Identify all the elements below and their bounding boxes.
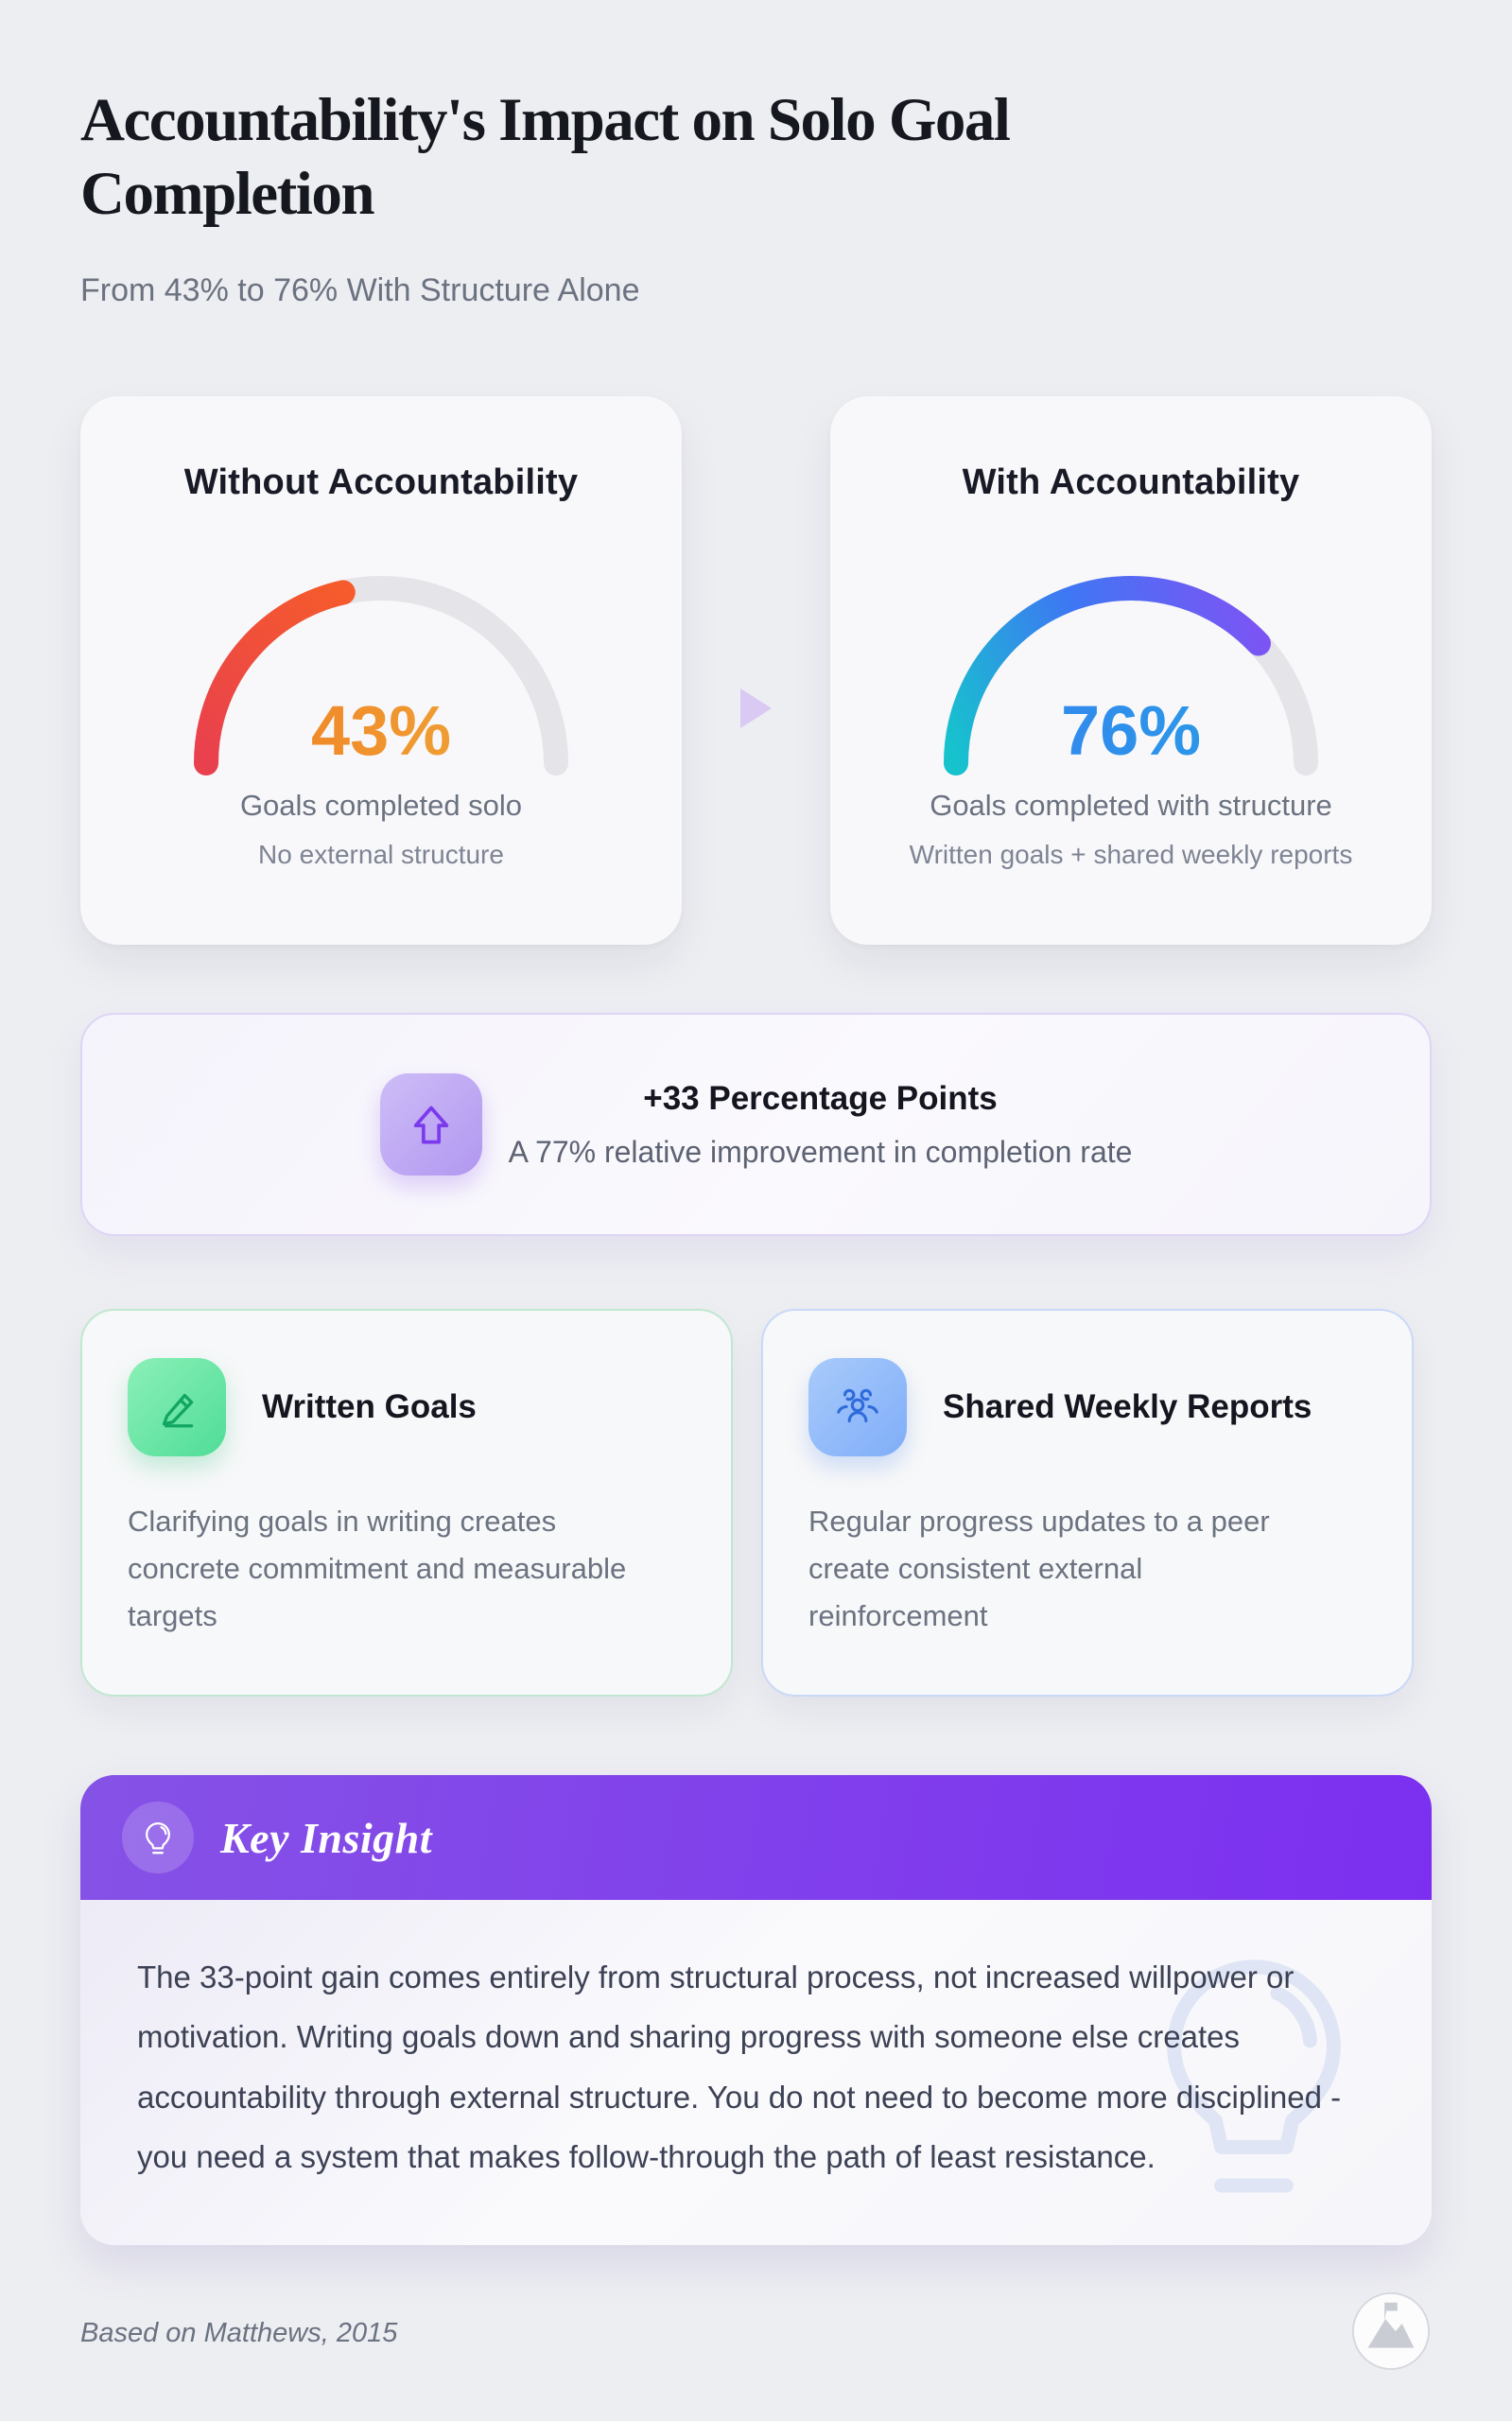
improvement-text: +33 Percentage Points A 77% relative imp… — [509, 1080, 1133, 1170]
gauge-subcaption: Written goals + shared weekly reports — [909, 840, 1353, 869]
feature-title: Written Goals — [262, 1388, 477, 1425]
gauge-card-without-accountability: Without Accountability 43% Goals complet… — [80, 396, 682, 945]
play-arrow-icon — [740, 688, 772, 728]
improvement-subtitle: A 77% relative improvement in completion… — [508, 1134, 1133, 1169]
gauge-divider — [682, 396, 830, 945]
gauge-chart: 43% — [164, 550, 599, 787]
gauge-caption: Goals completed with structure — [930, 789, 1332, 822]
gauge-arc-svg — [944, 576, 1318, 775]
feature-card-written-goals: Written Goals Clarifying goals in writin… — [80, 1309, 733, 1697]
key-insight-card: Key Insight The 33-point gain comes enti… — [80, 1775, 1432, 2246]
lightbulb-icon — [122, 1802, 194, 1873]
gauge-chart: 76% — [913, 550, 1348, 787]
lightbulb-watermark-icon — [1112, 1911, 1396, 2228]
key-insight-body: The 33-point gain comes entirely from st… — [80, 1900, 1432, 2246]
source-citation: Based on Matthews, 2015 — [80, 2318, 398, 2349]
pencil-icon — [128, 1358, 226, 1456]
gauge-caption: Goals completed solo — [239, 789, 523, 822]
improvement-banner: +33 Percentage Points A 77% relative imp… — [80, 1013, 1432, 1236]
feature-title: Shared Weekly Reports — [943, 1388, 1312, 1425]
page-subtitle: From 43% to 76% With Structure Alone — [80, 272, 640, 308]
gauge-title: With Accountability — [962, 462, 1300, 502]
page-title: Accountability's Impact on Solo Goal Com… — [80, 86, 1011, 228]
key-insight-title: Key Insight — [220, 1813, 433, 1862]
key-insight-header: Key Insight — [80, 1775, 1432, 1900]
improvement-title: +33 Percentage Points — [643, 1079, 998, 1117]
gauge-comparison-row: Without Accountability 43% Goals complet… — [80, 396, 1432, 945]
feature-header: Shared Weekly Reports — [808, 1358, 1366, 1456]
gauge-card-with-accountability: With Accountability 76% Goals completed … — [830, 396, 1432, 945]
key-insight-text: The 33-point gain comes entirely from st… — [137, 1959, 1342, 2175]
gauge-value: 76% — [913, 690, 1348, 771]
users-icon — [808, 1358, 907, 1456]
gauge-subcaption: No external structure — [258, 840, 504, 869]
arrow-up-icon — [379, 1073, 482, 1176]
gauge-arc-svg — [194, 576, 568, 775]
feature-body: Clarifying goals in writing creates conc… — [128, 1505, 627, 1633]
gauge-title: Without Accountability — [183, 462, 579, 502]
feature-cards-row: Written Goals Clarifying goals in writin… — [80, 1309, 1432, 1697]
feature-card-shared-weekly-reports: Shared Weekly Reports Regular progress u… — [761, 1309, 1414, 1697]
footer: Based on Matthews, 2015 — [80, 2290, 1432, 2377]
gauge-value: 43% — [164, 690, 599, 771]
feature-header: Written Goals — [128, 1358, 686, 1456]
feature-body: Regular progress updates to a peer creat… — [808, 1505, 1270, 1633]
mountain-flag-logo — [1350, 2290, 1432, 2377]
